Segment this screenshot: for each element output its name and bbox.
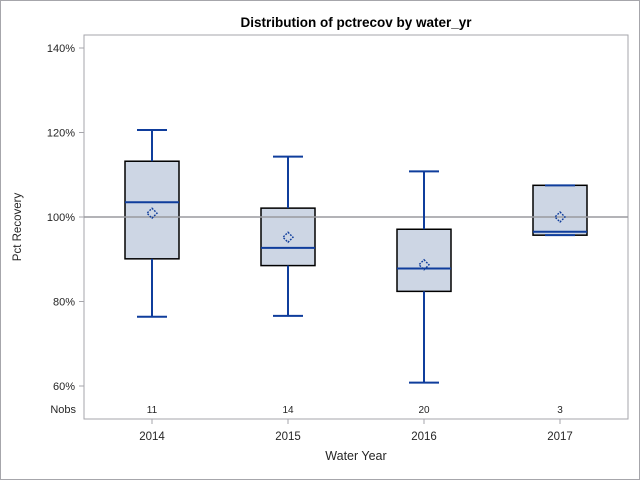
nobs-value-2016: 20 bbox=[418, 405, 430, 416]
nobs-row-label: Nobs bbox=[50, 404, 76, 416]
x-tick-label-2015: 2015 bbox=[275, 431, 301, 443]
mean-diamond-icon-2015 bbox=[282, 231, 294, 244]
x-tick-label-2014: 2014 bbox=[139, 431, 165, 443]
x-axis-title: Water Year bbox=[325, 449, 386, 463]
nobs-value-2017: 3 bbox=[557, 405, 563, 416]
mean-diamond-icon-2017 bbox=[554, 211, 566, 223]
y-tick-label-100%: 100% bbox=[47, 212, 75, 224]
y-tick-label-120%: 120% bbox=[47, 128, 75, 140]
y-tick-label-60%: 60% bbox=[53, 381, 75, 393]
box-2014 bbox=[124, 160, 180, 260]
nobs-value-2015: 14 bbox=[282, 405, 294, 416]
box-2017 bbox=[532, 184, 588, 236]
y-tick-label-80%: 80% bbox=[53, 297, 75, 309]
plot-frame bbox=[83, 34, 629, 420]
y-axis-title: Pct Recovery bbox=[12, 193, 24, 262]
nobs-value-2014: 11 bbox=[147, 405, 158, 416]
x-tick-label-2017: 2017 bbox=[547, 431, 573, 443]
mean-diamond-icon-2016 bbox=[418, 258, 430, 271]
plot-content: 140% 120% 100% 80% 60% 11 2014 14 2015 20 2016 3 201… bbox=[47, 43, 628, 443]
chart-title: Distribution of pctrecov by water_yr bbox=[240, 15, 472, 30]
y-tick-label-140%: 140% bbox=[47, 43, 75, 55]
mean-diamond-icon-2014 bbox=[146, 207, 158, 220]
x-tick-label-2016: 2016 bbox=[411, 431, 437, 443]
